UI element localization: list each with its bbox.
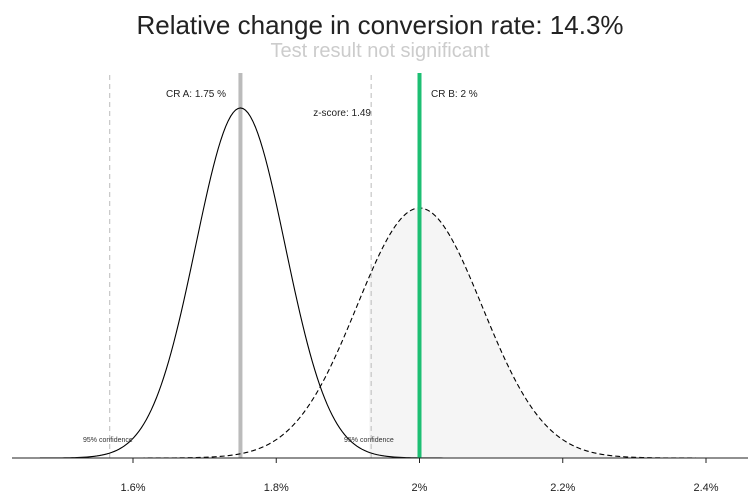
chart-title: Relative change in conversion rate: 14.3… — [136, 10, 623, 40]
z-score-label: z-score: 1.49 — [313, 108, 371, 119]
x-tick-label: 2% — [412, 482, 428, 494]
x-axis-ticks: 1.6% 1.8% 2% 2.2% 2.4% — [120, 458, 719, 494]
x-tick-label: 1.6% — [120, 482, 145, 494]
significance-shaded-area — [369, 208, 721, 458]
x-tick-label: 2.2% — [550, 482, 575, 494]
chart-subtitle: Test result not significant — [271, 40, 490, 62]
x-tick-label: 1.8% — [264, 482, 289, 494]
distribution-a-curve — [39, 107, 635, 459]
cr-b-label: CR B: 2 % — [431, 89, 478, 100]
confidence-label-high: 95% confidence — [344, 437, 394, 444]
confidence-label-low: 95% confidence — [83, 437, 133, 444]
cr-a-label: CR A: 1.75 % — [166, 89, 226, 100]
x-tick-label: 2.4% — [693, 482, 718, 494]
